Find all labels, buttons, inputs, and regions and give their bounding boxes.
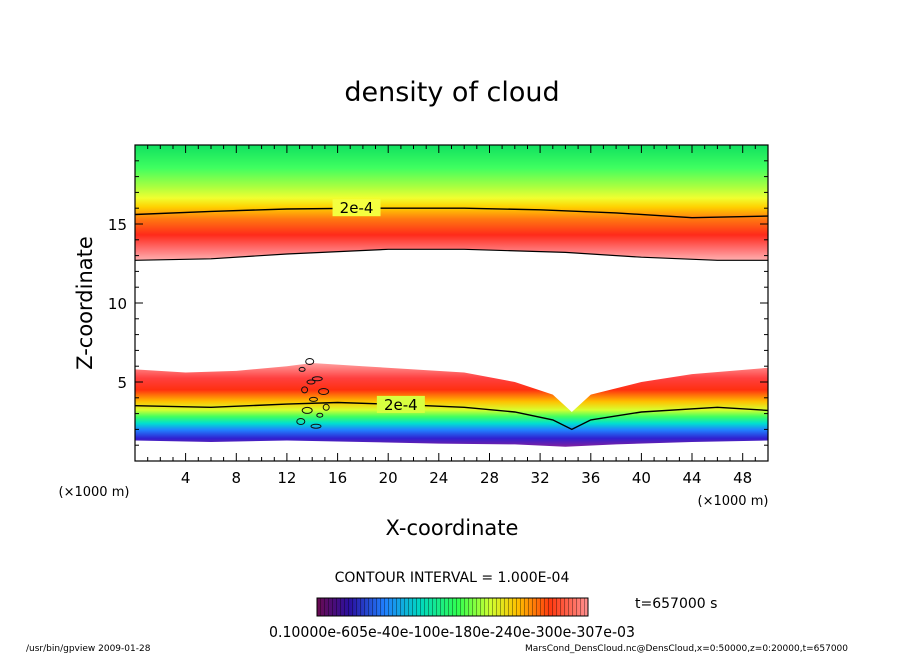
upper-layer-edge-contour: [135, 248, 768, 261]
x-axis-label: X-coordinate: [386, 516, 519, 540]
colorbar-frame: [316, 597, 589, 617]
y-axis-label: Z-coordinate: [73, 236, 97, 370]
lower-cloud-layer: [135, 363, 768, 447]
upper-contour-label-bg: [332, 199, 381, 217]
lower-2e-4-contour: [135, 401, 768, 431]
noise-contour-2: [311, 376, 323, 382]
x-tick-label: 40: [632, 469, 651, 487]
x-tick-label: 16: [328, 469, 347, 487]
noise-contour-1: [305, 358, 315, 365]
noise-contour-3: [301, 386, 309, 394]
noise-contour-6: [316, 412, 324, 418]
contour-noise-cluster: [296, 358, 330, 429]
x-axis-ticks: 4 8 12 16 20 24 28 32 36 40 44 48: [147, 145, 756, 487]
noise-contour-0: [298, 366, 306, 372]
noise-contour-5: [301, 406, 313, 414]
noise-contour-4: [309, 396, 318, 402]
x-tick-label: 28: [480, 469, 499, 487]
x-tick-label: 44: [682, 469, 701, 487]
noise-contour-9: [322, 403, 330, 411]
x-tick-label: 36: [581, 469, 600, 487]
lower-contour-label: 2e-4: [384, 396, 418, 414]
contour-interval-text: CONTOUR INTERVAL = 1.000E-04: [335, 570, 570, 586]
noise-contour-7: [296, 418, 306, 425]
z-axis-unit: (×1000 m): [59, 485, 130, 500]
x-tick-label: 4: [181, 469, 191, 487]
footer-left: /usr/bin/gpview 2009-01-28: [26, 644, 151, 654]
y-tick-label: 15: [108, 216, 127, 234]
x-tick-label: 12: [277, 469, 296, 487]
upper-contour-label: 2e-4: [340, 199, 374, 217]
footer-right: MarsCond_DensCloud.nc@DensCloud,x=0:5000…: [525, 644, 848, 654]
colorbar-tick-labels: 0.10000e-605e-40e-100e-180e-240e-300e-30…: [269, 623, 635, 641]
x-tick-label: 20: [379, 469, 398, 487]
noise-contour-11: [318, 388, 330, 395]
chart-title: density of cloud: [344, 77, 559, 108]
upper-cloud-layer: [135, 145, 768, 261]
y-tick-label: 10: [108, 295, 127, 313]
y-axis-ticks: 5 10 15: [108, 160, 768, 446]
noise-contour-10: [306, 379, 316, 385]
plot-field: [135, 145, 768, 461]
x-tick-label: 48: [733, 469, 752, 487]
x-tick-label: 24: [429, 469, 448, 487]
noise-contour-8: [310, 423, 322, 429]
y-tick-label: 5: [117, 374, 127, 392]
x-axis-unit: (×1000 m): [698, 494, 769, 509]
time-label: t=657000 s: [635, 596, 717, 612]
colorbar-bins: [317, 598, 588, 616]
upper-2e-4-contour: [135, 207, 768, 219]
x-tick-label: 8: [232, 469, 242, 487]
x-tick-label: 32: [531, 469, 550, 487]
lower-contour-label-bg: [376, 395, 425, 413]
